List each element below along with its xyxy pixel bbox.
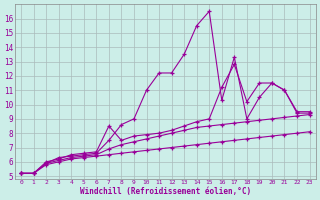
X-axis label: Windchill (Refroidissement éolien,°C): Windchill (Refroidissement éolien,°C) bbox=[80, 187, 251, 196]
